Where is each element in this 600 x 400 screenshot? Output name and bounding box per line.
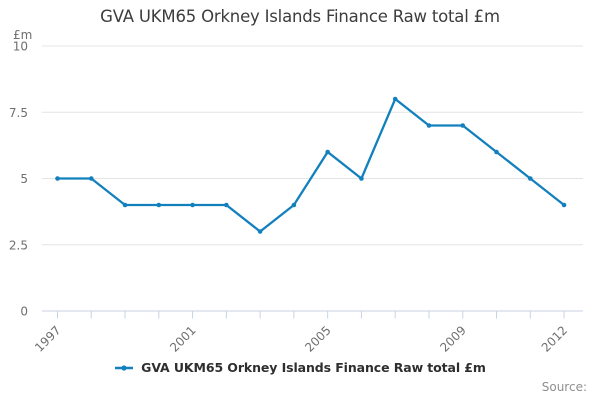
data-point	[122, 202, 128, 208]
x-axis-tick-label: 2012	[539, 323, 570, 354]
data-point	[88, 176, 94, 181]
source-label: Source:	[541, 380, 587, 394]
data-point	[55, 176, 60, 181]
legend-label: GVA UKM65 Orkney Islands Finance Raw tot…	[141, 360, 486, 375]
data-point	[494, 149, 499, 155]
legend-line-marker-icon	[115, 364, 134, 371]
data-point	[426, 123, 432, 128]
x-axis-tick-label: 2005	[302, 323, 333, 354]
data-point	[325, 149, 330, 155]
y-axis-unit-label: £m	[13, 28, 33, 42]
data-point	[190, 202, 195, 208]
y-axis-tick-label: 7.5	[9, 106, 28, 120]
data-point	[359, 176, 364, 181]
x-axis-tick-label: 1997	[32, 323, 63, 354]
x-axis-tick-label: 2009	[437, 323, 468, 354]
y-axis-tick-label: 0	[20, 305, 28, 319]
data-point	[392, 96, 398, 102]
chart-title: GVA UKM65 Orkney Islands Finance Raw tot…	[100, 7, 500, 26]
data-point	[460, 123, 466, 128]
data-point	[291, 202, 297, 208]
y-axis-tick-label: 5	[20, 172, 28, 186]
data-point	[527, 176, 533, 181]
x-axis-tick-label: 2001	[167, 323, 198, 354]
y-axis-tick-label: 2.5	[9, 238, 28, 252]
legend: GVA UKM65 Orkney Islands Finance Raw tot…	[0, 360, 600, 375]
data-point	[257, 229, 263, 234]
data-series-line	[56, 97, 566, 233]
line-chart-plot-area: 0 2.5 5 7.5 10 1997 2001 2005 2009 2012	[9, 40, 583, 355]
data-point	[156, 202, 162, 208]
data-point	[224, 202, 229, 208]
y-axis-tick-label: 10	[13, 40, 28, 54]
data-point	[561, 202, 567, 208]
